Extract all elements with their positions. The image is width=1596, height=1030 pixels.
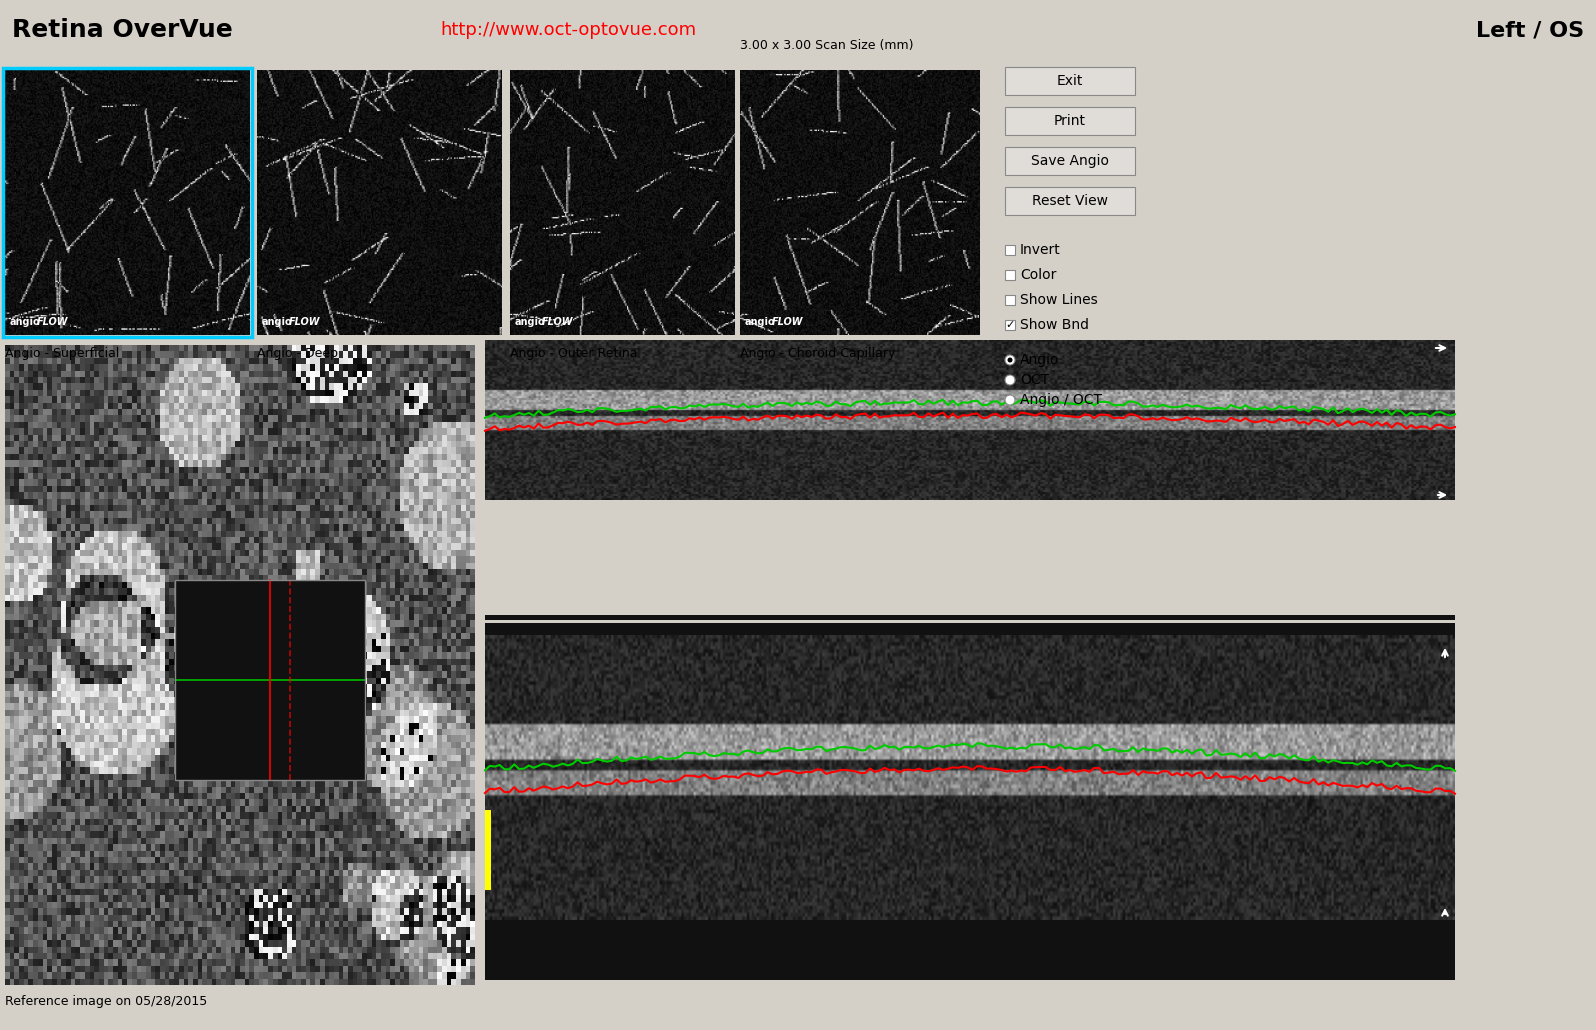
Bar (485, 620, 1456, 623)
Text: Exit: Exit (1057, 74, 1084, 88)
Text: angio: angio (516, 317, 546, 327)
Text: Reset View: Reset View (1033, 194, 1108, 208)
Bar (3, 68, 252, 337)
Text: Invert: Invert (1020, 243, 1061, 258)
FancyBboxPatch shape (1005, 107, 1135, 135)
Text: Print: Print (1053, 114, 1085, 128)
Text: Angio - Superficial: Angio - Superficial (5, 347, 120, 360)
Text: Retina OverVue: Retina OverVue (13, 18, 233, 42)
Bar (485, 340, 1456, 500)
Text: OCT: OCT (1020, 373, 1049, 387)
Text: Angio - Outer Retina: Angio - Outer Retina (511, 347, 637, 360)
Bar (741, 70, 980, 335)
Text: angio: angio (262, 317, 292, 327)
Bar (176, 580, 365, 780)
Bar (485, 810, 492, 890)
Text: FLOW: FLOW (772, 317, 803, 327)
FancyBboxPatch shape (1005, 187, 1135, 215)
Bar (511, 70, 736, 335)
Text: Show Bnd: Show Bnd (1020, 318, 1088, 332)
FancyBboxPatch shape (1005, 67, 1135, 95)
Bar (176, 580, 365, 780)
Text: ✓: ✓ (1005, 320, 1015, 330)
Text: angio: angio (745, 317, 776, 327)
Text: Angio / OCT: Angio / OCT (1020, 393, 1101, 407)
Bar (485, 615, 1456, 980)
Circle shape (1005, 375, 1015, 385)
Text: Reference image on 05/28/2015: Reference image on 05/28/2015 (5, 995, 207, 1008)
Text: FLOW: FLOW (37, 317, 69, 327)
Text: Angio - Deep: Angio - Deep (257, 347, 338, 360)
Text: Save Angio: Save Angio (1031, 154, 1109, 168)
Bar (5, 70, 251, 335)
Bar (1005, 270, 1015, 280)
Text: Left / OS: Left / OS (1476, 20, 1583, 40)
Circle shape (1007, 357, 1012, 363)
Text: angio: angio (10, 317, 40, 327)
Bar (1005, 320, 1015, 330)
Bar (257, 70, 503, 335)
Bar (5, 345, 476, 985)
Text: Show Lines: Show Lines (1020, 293, 1098, 307)
Text: Angio - Choroid Capillary: Angio - Choroid Capillary (741, 347, 895, 360)
Text: Angio: Angio (1020, 353, 1060, 367)
Bar (1005, 245, 1015, 255)
Circle shape (1005, 394, 1015, 405)
Circle shape (1005, 355, 1015, 365)
FancyBboxPatch shape (1005, 147, 1135, 175)
Text: FLOW: FLOW (289, 317, 321, 327)
Text: http://www.oct-optovue.com: http://www.oct-optovue.com (440, 21, 696, 39)
Text: Color: Color (1020, 268, 1057, 282)
Text: 3.00 x 3.00 Scan Size (mm): 3.00 x 3.00 Scan Size (mm) (741, 38, 913, 52)
Bar (1005, 295, 1015, 305)
Text: FLOW: FLOW (543, 317, 573, 327)
